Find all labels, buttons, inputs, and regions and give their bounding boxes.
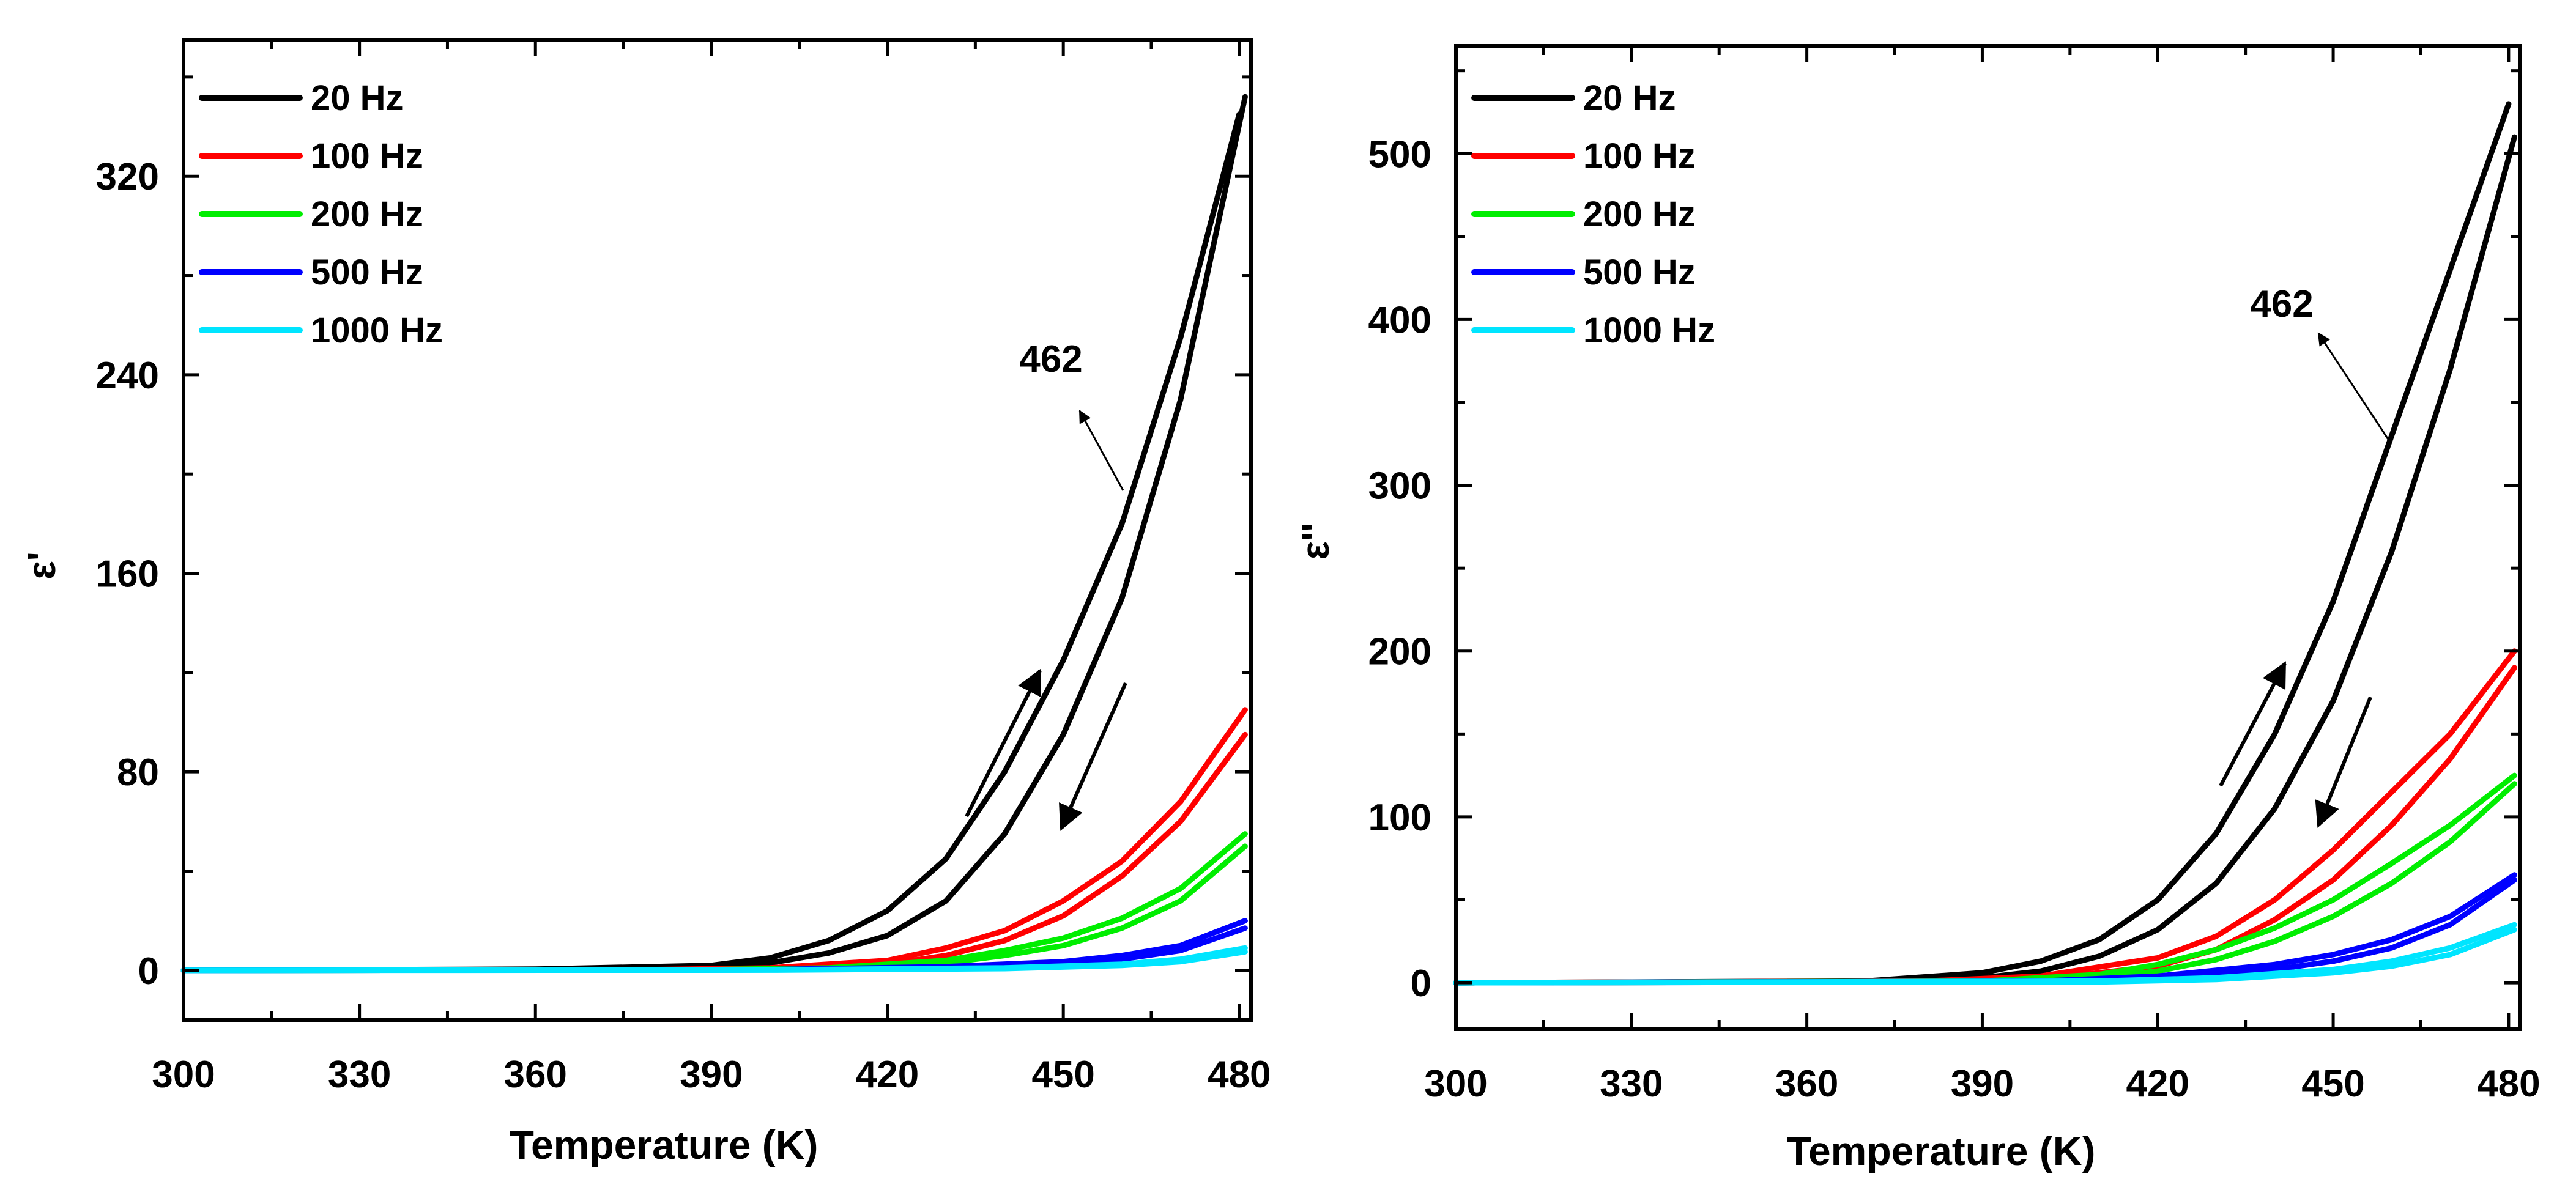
x-tick-label: 480 [2477,1063,2540,1105]
cooling-direction-arrow [1059,682,1127,831]
heating-direction-arrow [965,668,1042,818]
x-tick-label: 420 [2126,1063,2189,1105]
legend-label: 100 Hz [1583,136,1696,176]
y-axis-title: ε'' [1293,523,1337,560]
x-tick-label: 390 [1951,1063,2014,1105]
y-axis-title: ε' [20,552,64,580]
x-tick-label: 330 [328,1054,391,1096]
cooling-direction-arrow [2315,696,2372,828]
series-line-20-hz-heating [1453,101,2512,986]
x-tick-label: 450 [1031,1054,1094,1096]
x-tick-label: 300 [152,1054,215,1096]
series-line-200-hz-heating [1453,772,2517,986]
y-tick-label: 0 [138,950,159,992]
plot-frame [182,38,1253,1022]
legend-label: 1000 Hz [311,311,443,350]
x-axis-title: Temperature (K) [510,1122,818,1167]
y-tick-label: 160 [96,553,159,596]
y-tick-label: 300 [1368,465,1431,508]
legend-label: 500 Hz [1583,253,1696,292]
y-tick-label: 0 [1411,963,1431,1005]
legend-label: 20 Hz [311,78,404,118]
y-tick-label: 320 [96,156,159,198]
legend-label: 200 Hz [311,194,423,234]
series-line-100-hz-heating [1453,648,2517,986]
x-axis-title: Temperature (K) [1787,1128,2096,1173]
series-line-20-hz-heating [180,111,1242,974]
y-tick-label: 200 [1368,631,1431,673]
hysteresis-peak-annotation: 462 [1019,338,1082,380]
x-tick-label: 360 [504,1054,567,1096]
x-tick-label: 330 [1600,1063,1663,1105]
plot-frame [1454,44,2522,1031]
legend-label: 1000 Hz [1583,311,1715,350]
x-tick-label: 480 [1208,1054,1271,1096]
x-tick-label: 450 [2301,1063,2364,1105]
x-tick-label: 360 [1775,1063,1838,1105]
y-tick-label: 80 [117,752,159,794]
x-tick-label: 300 [1424,1063,1487,1105]
hysteresis-peak-annotation: 462 [2250,283,2313,325]
heating-direction-arrow [2219,661,2287,787]
y-tick-label: 240 [96,355,159,397]
y-tick-label: 100 [1368,797,1431,839]
x-tick-label: 420 [856,1054,919,1096]
y-tick-label: 500 [1368,133,1431,176]
left-panel: 300 330 360 390 420 450 480 0 80 160 240 320 20 Hz 1… [20,38,1271,1167]
legend-label: 100 Hz [311,136,423,176]
x-tick-label: 390 [680,1054,743,1096]
annotation-arrow [2317,332,2390,441]
legend-label: 200 Hz [1583,194,1696,234]
right-panel: 300 330 360 390 420 450 480 0 100 200 300 400 500 20… [1293,44,2541,1173]
y-tick-label: 400 [1368,299,1431,341]
legend-label: 500 Hz [311,253,423,292]
legend-label: 20 Hz [1583,78,1676,118]
series-line-200-hz-cooling [180,843,1248,974]
annotation-arrow [1078,410,1124,491]
series-line-1000-hz-heating [1453,922,2517,986]
series-line-1000-hz-heating [180,945,1248,974]
